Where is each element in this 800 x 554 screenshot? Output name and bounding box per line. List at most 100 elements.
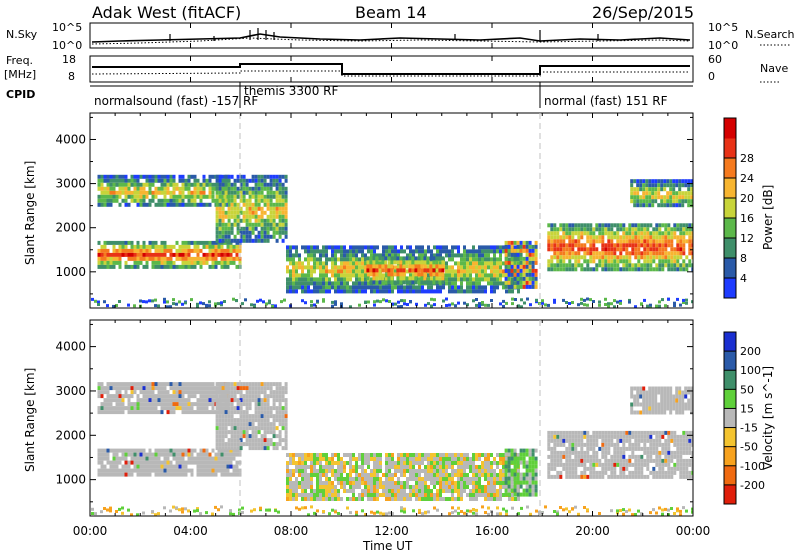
heatmap-cell	[334, 453, 337, 457]
heatmap-cell	[124, 386, 128, 391]
heatmap-cell	[215, 398, 219, 403]
heatmap-cell	[196, 406, 200, 411]
heatmap-cell	[133, 452, 137, 457]
heatmap-cell	[304, 469, 307, 473]
heatmap-cell	[199, 240, 203, 245]
heatmap-cell	[654, 187, 658, 192]
heatmap-cell	[208, 452, 212, 457]
heatmap-cell	[319, 473, 322, 477]
heatmap-cell	[589, 298, 592, 302]
heatmap-cell	[221, 206, 225, 211]
heatmap-cell	[534, 248, 538, 253]
heatmap-cell	[430, 465, 433, 469]
heatmap-cell	[433, 481, 436, 485]
heatmap-cell	[260, 386, 264, 391]
heatmap-cell	[242, 202, 246, 207]
heatmap-cell	[505, 485, 508, 489]
heatmap-cell	[406, 481, 409, 485]
heatmap-cell	[133, 178, 137, 183]
heatmap-cell	[136, 398, 140, 403]
heatmap-cell	[208, 202, 212, 207]
heatmap-cell	[510, 472, 514, 477]
heatmap-cell	[516, 280, 520, 285]
heatmap-cell	[430, 457, 433, 461]
heatmap-cell	[384, 280, 388, 285]
heatmap-cell	[685, 223, 689, 228]
heatmap-cell	[157, 456, 161, 461]
heatmap-cell	[478, 265, 481, 270]
heatmap-cell	[148, 178, 152, 183]
heatmap-cell	[239, 434, 243, 439]
heatmap-cell	[266, 430, 270, 435]
heatmap-cell	[215, 406, 219, 411]
heatmap-cell	[145, 248, 149, 253]
heatmap-cell	[263, 182, 267, 187]
heatmap-cell	[257, 410, 261, 415]
heatmap-cell	[646, 243, 650, 248]
heatmap-cell	[504, 284, 508, 289]
heatmap-cell	[236, 230, 240, 235]
heatmap-cell	[370, 469, 373, 473]
heatmap-cell	[187, 244, 191, 249]
heatmap-cell	[275, 214, 279, 219]
heatmap-cell	[574, 458, 578, 463]
heatmap-cell	[355, 497, 358, 501]
heatmap-cell	[157, 252, 161, 257]
heatmap-cell	[399, 272, 403, 277]
heatmap-cell	[325, 249, 328, 254]
heatmap-cell	[417, 264, 421, 269]
heatmap-cell	[349, 473, 352, 477]
heatmap-cell	[547, 231, 551, 236]
heatmap-cell	[559, 239, 563, 244]
heatmap-cell	[172, 202, 176, 207]
heatmap-cell	[136, 402, 140, 407]
heatmap-cell	[289, 281, 292, 286]
heatmap-cell	[310, 457, 313, 461]
heatmap-cell	[390, 280, 394, 285]
heatmap-cell	[193, 394, 197, 399]
heatmap-cell	[202, 190, 206, 195]
heatmap-cell	[568, 446, 572, 451]
heatmap-cell	[610, 302, 613, 306]
heatmap-cell	[151, 198, 155, 203]
heatmap-cell	[281, 426, 285, 431]
heatmap-cell	[118, 264, 122, 269]
heatmap-cell	[669, 195, 673, 200]
heatmap-cell	[142, 256, 146, 261]
heatmap-cell	[239, 174, 243, 179]
heatmap-cell	[266, 418, 270, 423]
heatmap-cell	[254, 442, 258, 447]
heatmap-cell	[682, 243, 686, 248]
heatmap-cell	[553, 300, 556, 304]
heatmap-cell	[657, 179, 661, 184]
heatmap-cell	[103, 390, 107, 395]
heatmap-cell	[355, 245, 358, 250]
freq-left-tick-bottom: 8	[68, 70, 75, 83]
heatmap-cell	[343, 289, 346, 294]
heatmap-cell	[260, 406, 264, 411]
heatmap-cell	[661, 239, 665, 244]
heatmap-cell	[233, 194, 237, 199]
heatmap-cell	[502, 469, 505, 473]
colorbar-segment	[724, 238, 736, 259]
heatmap-cell	[266, 194, 270, 199]
heatmap-cell	[663, 195, 667, 200]
heatmap-cell	[103, 190, 107, 195]
heatmap-cell	[646, 267, 650, 272]
heatmap-cell	[610, 267, 614, 272]
heatmap-cell	[127, 248, 131, 253]
heatmap-cell	[652, 243, 656, 248]
heatmap-cell	[550, 227, 554, 232]
heatmap-cell	[160, 264, 164, 269]
heatmap-cell	[109, 174, 113, 179]
heatmap-cell	[385, 489, 388, 493]
heatmap-cell	[196, 460, 200, 465]
heatmap-cell	[221, 398, 225, 403]
heatmap-cell	[251, 434, 255, 439]
heatmap-cell	[322, 469, 325, 473]
heatmap-cell	[100, 252, 104, 257]
heatmap-cell	[402, 256, 406, 261]
heatmap-cell	[547, 223, 551, 228]
heatmap-cell	[289, 477, 292, 481]
heatmap-cell	[109, 394, 113, 399]
